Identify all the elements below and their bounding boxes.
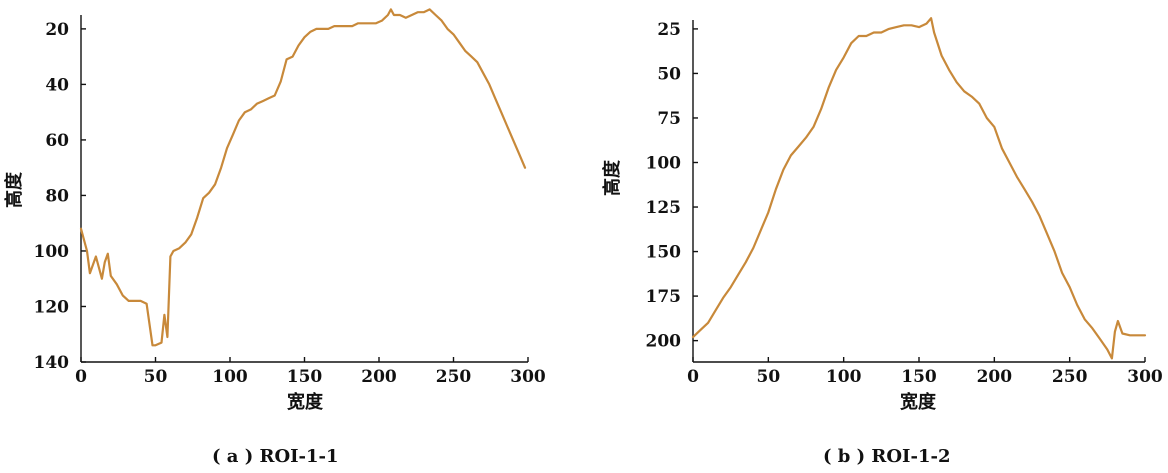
y-tick-label: 120 (34, 297, 70, 317)
x-tick-label: 250 (1052, 367, 1088, 387)
y-tick-label: 200 (646, 332, 682, 352)
x-tick-label: 150 (287, 367, 323, 387)
x-axis-title: 宽度 (900, 391, 937, 413)
chart-panel-b: 0 50 100 150 200 250 300 25 50 75 100 125 150 175 200 宽… (585, 0, 1168, 473)
series-line-a (79, 8, 527, 347)
y-tick-label: 100 (34, 242, 70, 262)
chart-a-svg: 0 50 100 150 200 250 300 20 40 60 80 100 120 140 宽度 高度 (3, 8, 546, 413)
x-tick-label: 50 (756, 367, 780, 387)
x-tick-label: 250 (436, 367, 472, 387)
chart-a-caption: ( a ) ROI-1-1 (212, 446, 339, 467)
x-tick-label: 300 (1127, 367, 1163, 387)
y-tick-label: 125 (646, 198, 682, 218)
chart-b-caption: ( b ) ROI-1-2 (823, 446, 951, 467)
x-tick-label: 50 (144, 367, 168, 387)
chart-b-svg: 0 50 100 150 200 250 300 25 50 75 100 125 150 175 200 宽… (601, 17, 1163, 413)
y-tick-label: 100 (646, 154, 682, 174)
x-tick-label: 100 (826, 367, 862, 387)
x-tick-label: 0 (75, 367, 87, 387)
y-tick-label: 25 (657, 20, 681, 40)
y-tick-label: 75 (657, 109, 681, 129)
y-tick-label: 20 (45, 20, 69, 40)
x-tick-label: 200 (361, 367, 397, 387)
y-tick-label: 50 (657, 64, 681, 84)
chart-panel-a: 0 50 100 150 200 250 300 20 40 60 80 100 120 140 宽度 高度 (0, 0, 580, 473)
y-tick-label: 40 (45, 75, 69, 95)
y-axis-title: 高度 (601, 159, 623, 196)
x-tick-label: 150 (901, 367, 937, 387)
y-tick-label: 60 (45, 131, 69, 151)
x-tick-label: 200 (977, 367, 1013, 387)
y-tick-label: 150 (646, 243, 682, 263)
x-tick-label: 300 (510, 367, 546, 387)
x-axis-title: 宽度 (287, 391, 324, 413)
series-line-b (691, 17, 1147, 360)
y-tick-label: 140 (34, 353, 70, 373)
y-tick-label: 175 (646, 287, 682, 307)
x-tick-label: 100 (212, 367, 248, 387)
y-tick-label: 80 (45, 186, 69, 206)
x-tick-label: 0 (687, 367, 699, 387)
y-axis-title: 高度 (3, 171, 25, 208)
